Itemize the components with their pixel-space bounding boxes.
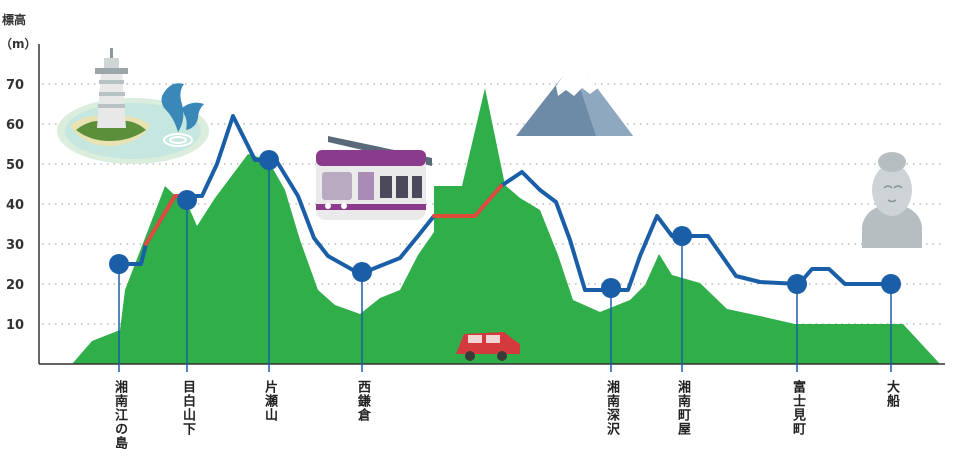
- monorail-train-icon: [316, 136, 432, 220]
- dolphins-icon: [161, 83, 204, 132]
- route-segment-red-2: [432, 184, 503, 218]
- station-marker: [352, 262, 372, 282]
- station-marker: [177, 190, 197, 210]
- station-marker: [601, 278, 621, 298]
- station-marker: [787, 274, 807, 294]
- station-marker: [259, 150, 279, 170]
- y-tick-label: 70: [6, 78, 24, 93]
- station-label: 富士見町: [790, 380, 805, 436]
- station-marker: [672, 226, 692, 246]
- y-tick-label: 20: [6, 278, 24, 293]
- terrain-area: [72, 88, 940, 364]
- mount-fuji-icon: [516, 76, 633, 136]
- y-tick-label: 30: [6, 238, 24, 253]
- y-axis-label-line2: （m）: [0, 36, 37, 51]
- station-label: 大船: [884, 380, 899, 408]
- y-tick-label: 40: [6, 198, 24, 213]
- enoshima-island-icon: [57, 48, 209, 164]
- station-label: 湘南深沢: [604, 380, 619, 436]
- car-icon: [456, 332, 520, 361]
- station-label: 湘南町屋: [675, 380, 690, 436]
- station-label: 目白山下: [180, 380, 195, 436]
- station-label: 片瀬山: [262, 380, 277, 422]
- station-marker: [109, 254, 129, 274]
- station-marker: [881, 274, 901, 294]
- station-label: 湘南江の島: [112, 380, 127, 450]
- y-tick-label: 60: [6, 118, 24, 133]
- ofuna-kannon-statue-icon: [862, 152, 922, 248]
- y-axis-label-line1: 標高: [2, 12, 26, 27]
- y-tick-label: 10: [6, 318, 24, 333]
- y-tick-label: 50: [6, 158, 24, 173]
- station-label: 西鎌倉: [355, 380, 370, 422]
